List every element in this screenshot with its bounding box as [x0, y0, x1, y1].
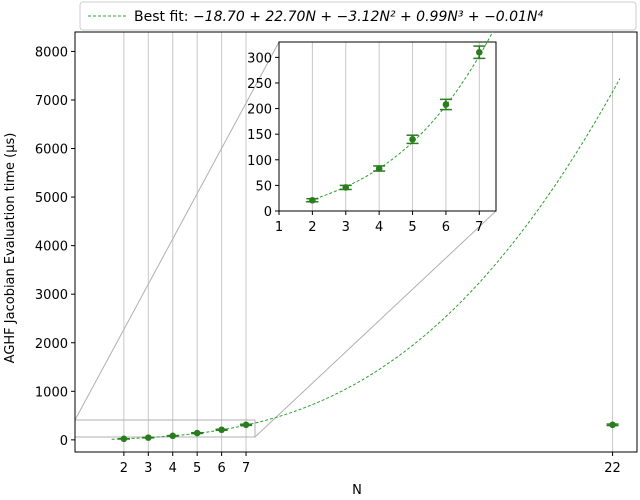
x-tick-label: 7 — [242, 461, 250, 476]
inset-plot: 1 2 3 4 5 6 7 0 50 100 150 200 250 300 — [247, 31, 497, 235]
inset-y-tick-label: 50 — [255, 179, 272, 194]
main-fit-curve — [111, 78, 621, 440]
data-point — [606, 421, 619, 429]
data-point — [215, 426, 228, 434]
inset-y-ticks: 0 50 100 150 200 250 300 — [247, 51, 279, 220]
inset-grid — [278, 42, 480, 211]
y-tick-label: 5000 — [35, 191, 68, 206]
y-axis-label: AGHF Jacobian Evaluation time (μs) — [3, 133, 18, 364]
inset-x-tick-label: 1 — [275, 220, 283, 235]
inset-x-tick-label: 2 — [308, 220, 316, 235]
main-y-ticks: 0 1000 2000 3000 4000 5000 6000 7000 8000 — [35, 45, 75, 449]
y-tick-label: 8000 — [35, 45, 68, 60]
main-x-ticks: 2 3 4 5 6 7 22 — [120, 452, 621, 476]
zoom-connector — [74, 41, 280, 421]
inset-data-point — [373, 165, 386, 172]
inset-y-tick-label: 200 — [247, 103, 272, 118]
inset-data-point — [473, 45, 486, 60]
inset-x-ticks: 1 2 3 4 5 6 7 — [275, 211, 483, 235]
main-plot-frame — [74, 31, 638, 453]
y-tick-label: 4000 — [35, 240, 68, 255]
inset-x-tick-label: 6 — [442, 220, 450, 235]
x-tick-label: 4 — [169, 461, 177, 476]
inset-y-tick-label: 0 — [264, 205, 272, 220]
fit-line — [111, 78, 621, 440]
data-point — [142, 434, 155, 441]
data-point — [240, 421, 253, 429]
zoom-connector — [254, 210, 497, 438]
y-tick-label: 1000 — [35, 385, 68, 400]
inset-x-tick-label: 3 — [342, 220, 350, 235]
legend-formula: −18.70 + 22.70N + −3.12N² + 0.99N³ + −0.… — [193, 9, 544, 25]
x-tick-label: 3 — [144, 461, 152, 476]
inset-y-tick-label: 300 — [247, 51, 272, 66]
x-tick-label: 6 — [217, 461, 225, 476]
inset-data-points — [306, 45, 486, 204]
inset-fit-curve — [305, 31, 494, 203]
inset-fit-line — [305, 31, 494, 203]
y-tick-label: 7000 — [35, 94, 68, 109]
inset-data-point — [439, 98, 452, 111]
x-tick-label: 2 — [120, 461, 128, 476]
y-tick-label: 3000 — [35, 288, 68, 303]
y-tick-label: 0 — [60, 434, 68, 449]
data-point — [191, 429, 204, 437]
x-tick-label: 5 — [193, 461, 201, 476]
main-grid — [123, 32, 614, 452]
x-tick-label: 22 — [604, 461, 621, 476]
legend-label: Best fit: −18.70 + 22.70N + −3.12N² + 0.… — [134, 9, 543, 25]
data-point — [117, 435, 130, 443]
inset-y-tick-label: 100 — [247, 154, 272, 169]
inset-frame — [278, 41, 497, 212]
inset-x-tick-label: 5 — [408, 220, 416, 235]
inset-y-tick-label: 250 — [247, 77, 272, 92]
main-data-points — [117, 421, 619, 443]
inset-background — [279, 42, 496, 211]
legend: Best fit: −18.70 + 22.70N + −3.12N² + 0.… — [79, 1, 637, 31]
data-point — [166, 432, 179, 440]
y-tick-label: 2000 — [35, 337, 68, 352]
inset-x-tick-label: 4 — [375, 220, 383, 235]
inset-y-tick-label: 150 — [247, 128, 272, 143]
inset-x-tick-label: 7 — [475, 220, 483, 235]
inset-data-point — [406, 134, 419, 145]
legend-prefix: Best fit: — [134, 9, 193, 25]
inset-data-point — [306, 196, 319, 204]
x-axis-label: N — [352, 483, 362, 498]
inset-data-point — [339, 184, 352, 191]
y-tick-label: 6000 — [35, 143, 68, 158]
legend-box — [79, 1, 637, 31]
